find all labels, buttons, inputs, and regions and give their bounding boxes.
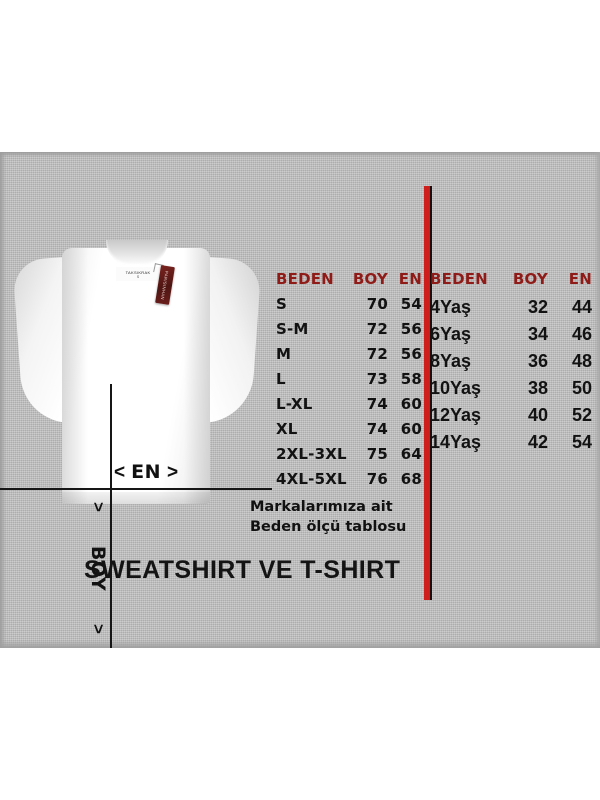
table-row: 14Yaş 42 54: [430, 432, 596, 459]
panel-edge-bottom: [0, 640, 600, 648]
column-header-boy: BOY: [352, 270, 388, 288]
table-row: 10Yaş 38 50: [430, 378, 596, 405]
child-size-table: BEDEN BOY EN 4Yaş 32 44 6Yaş 34 46 8Yaş …: [430, 270, 596, 459]
cell-size: S-M: [276, 320, 309, 338]
tshirt-body-shadow-right: [184, 248, 210, 504]
table-row: S 70 54: [276, 295, 422, 320]
column-header-boy: BOY: [512, 270, 548, 288]
cell-boy: 32: [527, 297, 548, 317]
cell-en: 64: [400, 445, 422, 463]
table-row: L 73 58: [276, 370, 422, 395]
measurement-line-vertical: [110, 384, 112, 648]
cell-size: S: [276, 295, 288, 313]
cell-size: 8Yaş: [430, 351, 472, 371]
red-vertical-divider: [424, 186, 432, 600]
cell-size: L-XL: [276, 395, 313, 413]
panel-edge-top: [0, 152, 600, 157]
length-down-arrow-icon: >: [89, 624, 108, 634]
cell-size: XL: [276, 420, 298, 438]
cell-en: 68: [400, 470, 422, 488]
table-row: S-M 72 56: [276, 320, 422, 345]
width-measurement-annotation: < EN >: [114, 461, 179, 483]
cell-boy: 70: [366, 295, 388, 313]
column-header-beden: BEDEN: [276, 270, 334, 288]
brand-caption-line-2: Beden ölçü tablosu: [250, 519, 407, 535]
width-label: EN: [131, 461, 161, 483]
table-row: 4XL-5XL 76 68: [276, 470, 422, 495]
tshirt-neck-label: TAKSIKRAK S: [116, 267, 160, 281]
cell-boy: 74: [366, 395, 388, 413]
cell-size: L: [276, 370, 286, 388]
main-heading: SWEATSHIRT VE T-SHIRT: [84, 556, 401, 584]
cell-en: 44: [571, 297, 592, 317]
tshirt-illustration: TAKSIKRAK S PARISINHAN: [12, 240, 262, 505]
column-header-beden: BEDEN: [430, 270, 488, 288]
cell-en: 46: [571, 324, 592, 344]
cell-size: 2XL-3XL: [276, 445, 347, 463]
table-row: XL 74 60: [276, 420, 422, 445]
cell-en: 60: [400, 420, 422, 438]
measurement-line-horizontal: [0, 488, 272, 490]
cell-boy: 72: [366, 320, 388, 338]
neck-label-size-text: S: [136, 274, 140, 279]
tshirt-body-shadow-left: [62, 248, 88, 504]
table-row: 4Yaş 32 44: [430, 297, 596, 324]
brand-caption: Markalarımıza ait Beden ölçü tablosu: [250, 497, 425, 537]
cell-en: 54: [400, 295, 422, 313]
column-header-en: EN: [568, 270, 592, 288]
cell-boy: 75: [366, 445, 388, 463]
panel-edge-left: [0, 152, 6, 648]
cell-en: 58: [400, 370, 422, 388]
cell-en: 56: [400, 320, 422, 338]
tshirt-hem: [62, 492, 210, 504]
table-row: 2XL-3XL 75 64: [276, 445, 422, 470]
neck-label-brand-text: TAKSIKRAK: [125, 269, 151, 275]
cell-size: 12Yaş: [430, 405, 482, 425]
table-row: 6Yaş 34 46: [430, 324, 596, 351]
cell-en: 48: [571, 351, 592, 371]
table-row: M 72 56: [276, 345, 422, 370]
cell-boy: 36: [527, 351, 548, 371]
cell-boy: 76: [366, 470, 388, 488]
column-header-en: EN: [398, 270, 422, 288]
cell-size: M: [276, 345, 292, 363]
cell-size: 14Yaş: [430, 432, 482, 452]
cell-boy: 73: [366, 370, 388, 388]
adult-size-table: BEDEN BOY EN S 70 54 S-M 72 56 M 72 56 L…: [276, 270, 422, 495]
table-header-row: BEDEN BOY EN: [276, 270, 422, 295]
cell-size: 6Yaş: [430, 324, 472, 344]
panel-edge-right: [594, 152, 600, 648]
cell-en: 56: [400, 345, 422, 363]
cell-en: 52: [571, 405, 592, 425]
cell-boy: 34: [527, 324, 548, 344]
cell-boy: 40: [527, 405, 548, 425]
width-left-arrow-icon: <: [114, 462, 126, 483]
length-up-arrow-icon: >: [89, 502, 108, 512]
cell-size: 4Yaş: [430, 297, 472, 317]
table-row: 12Yaş 40 52: [430, 405, 596, 432]
cell-boy: 74: [366, 420, 388, 438]
cell-size: 4XL-5XL: [276, 470, 347, 488]
cell-boy: 72: [366, 345, 388, 363]
cell-boy: 38: [527, 378, 548, 398]
cell-boy: 42: [527, 432, 548, 452]
width-right-arrow-icon: >: [167, 462, 179, 483]
cell-size: 10Yaş: [430, 378, 482, 398]
table-row: L-XL 74 60: [276, 395, 422, 420]
hang-tag-brand-text: PARISINHAN: [160, 270, 170, 300]
table-header-row: BEDEN BOY EN: [430, 270, 596, 297]
brand-caption-line-1: Markalarımıza ait: [250, 499, 393, 515]
product-size-chart-image: TAKSIKRAK S PARISINHAN < EN > > BOY > BE…: [0, 152, 600, 648]
cell-en: 54: [571, 432, 592, 452]
cell-en: 50: [571, 378, 592, 398]
table-row: 8Yaş 36 48: [430, 351, 596, 378]
cell-en: 60: [400, 395, 422, 413]
